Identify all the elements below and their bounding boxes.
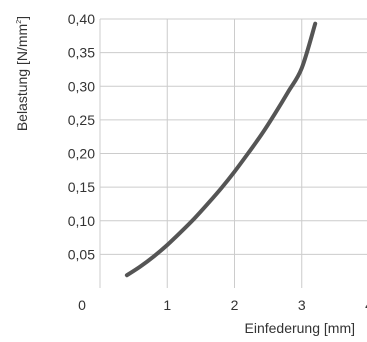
- origin-tick-label: 0: [78, 297, 86, 313]
- y-tick-label: 0,30: [68, 78, 95, 94]
- x-axis-title: Einfederung [mm]: [245, 320, 356, 336]
- series-layer: [124, 21, 318, 278]
- x-tick-label: 3: [298, 297, 306, 313]
- series-line: [124, 21, 318, 278]
- tick-labels: 1 2 3 4 0,05 0,10 0,15 0,20 0,25 0,30 0,35 0,40 0: [68, 11, 367, 313]
- x-tick-label: 2: [231, 297, 239, 313]
- y-axis-title: Belastung [N/mm2]: [14, 16, 30, 131]
- y-tick-label: 0,25: [68, 112, 95, 128]
- y-tick-label: 0,10: [68, 213, 95, 229]
- x-tick-label: 1: [163, 297, 171, 313]
- grid: [99, 18, 367, 288]
- y-axis-title-suffix: ]: [14, 16, 30, 20]
- y-tick-label: 0,15: [68, 179, 95, 195]
- y-tick-label: 0,05: [68, 246, 95, 262]
- y-tick-label: 0,40: [68, 11, 95, 27]
- y-axis-title-prefix: Belastung [N/mm: [14, 24, 30, 131]
- x-tick-label: 4: [365, 297, 367, 313]
- y-tick-label: 0,35: [68, 45, 95, 61]
- y-tick-label: 0,20: [68, 146, 95, 162]
- y-axis-title-superscript: 2: [16, 20, 23, 24]
